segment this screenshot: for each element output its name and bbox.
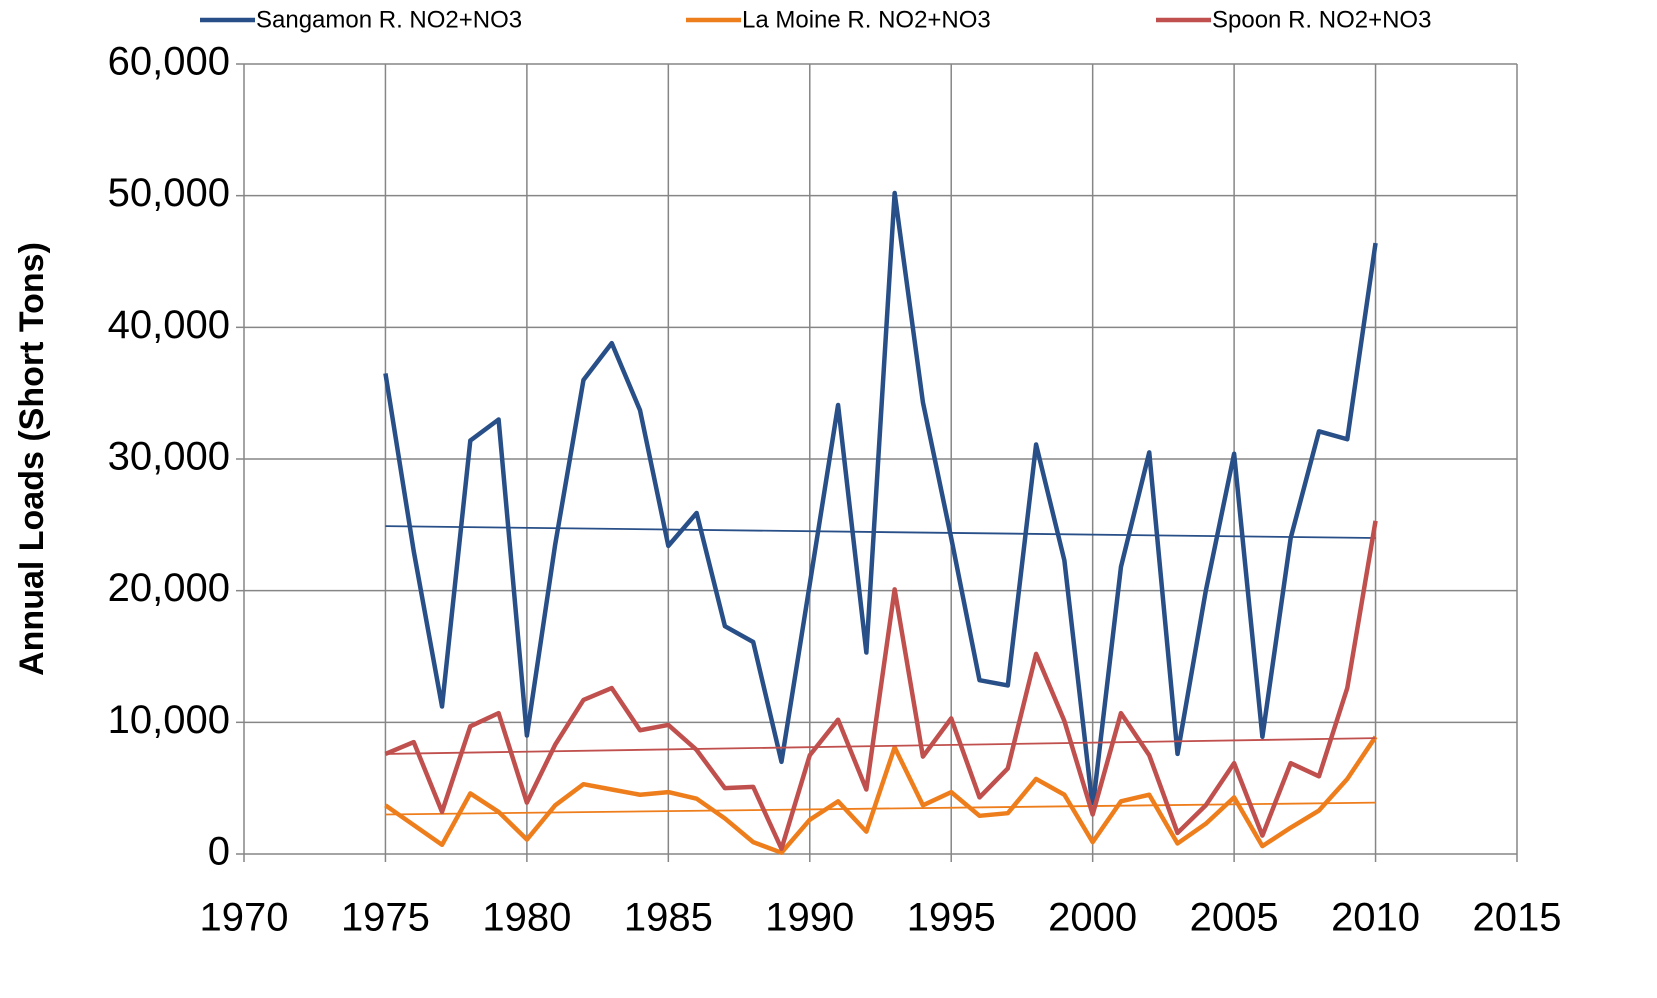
legend-label: Sangamon R. NO2+NO3 xyxy=(256,6,522,33)
x-tick-label: 2010 xyxy=(1331,896,1420,940)
x-tick-label: 1990 xyxy=(765,896,854,940)
y-tick-label: 30,000 xyxy=(108,435,230,479)
x-tick-label: 1980 xyxy=(482,896,571,940)
trend-line xyxy=(385,737,1376,755)
y-tick-label: 50,000 xyxy=(108,171,230,215)
x-tick-label: 2005 xyxy=(1190,896,1279,940)
x-tick-label: 1970 xyxy=(200,896,289,940)
legend-label: Spoon R. NO2+NO3 xyxy=(1212,6,1431,33)
x-tick-label: 1985 xyxy=(624,896,713,940)
y-axis-title: Annual Loads (Short Tons) xyxy=(13,242,51,676)
y-tick-label: 0 xyxy=(208,830,230,874)
x-tick-label: 1975 xyxy=(341,896,430,940)
y-tick-label: 40,000 xyxy=(108,303,230,347)
trend-line xyxy=(385,525,1376,539)
series-line xyxy=(384,735,1378,855)
y-tick-label: 10,000 xyxy=(108,698,230,742)
y-tick-label: 60,000 xyxy=(108,40,230,84)
y-tick-label: 20,000 xyxy=(108,566,230,610)
series-line xyxy=(383,190,1378,811)
series-line xyxy=(384,520,1378,851)
legend-label: La Moine R. NO2+NO3 xyxy=(742,6,991,33)
x-tick-label: 2015 xyxy=(1473,896,1562,940)
x-tick-label: 2000 xyxy=(1048,896,1137,940)
x-tick-label: 1995 xyxy=(907,896,996,940)
